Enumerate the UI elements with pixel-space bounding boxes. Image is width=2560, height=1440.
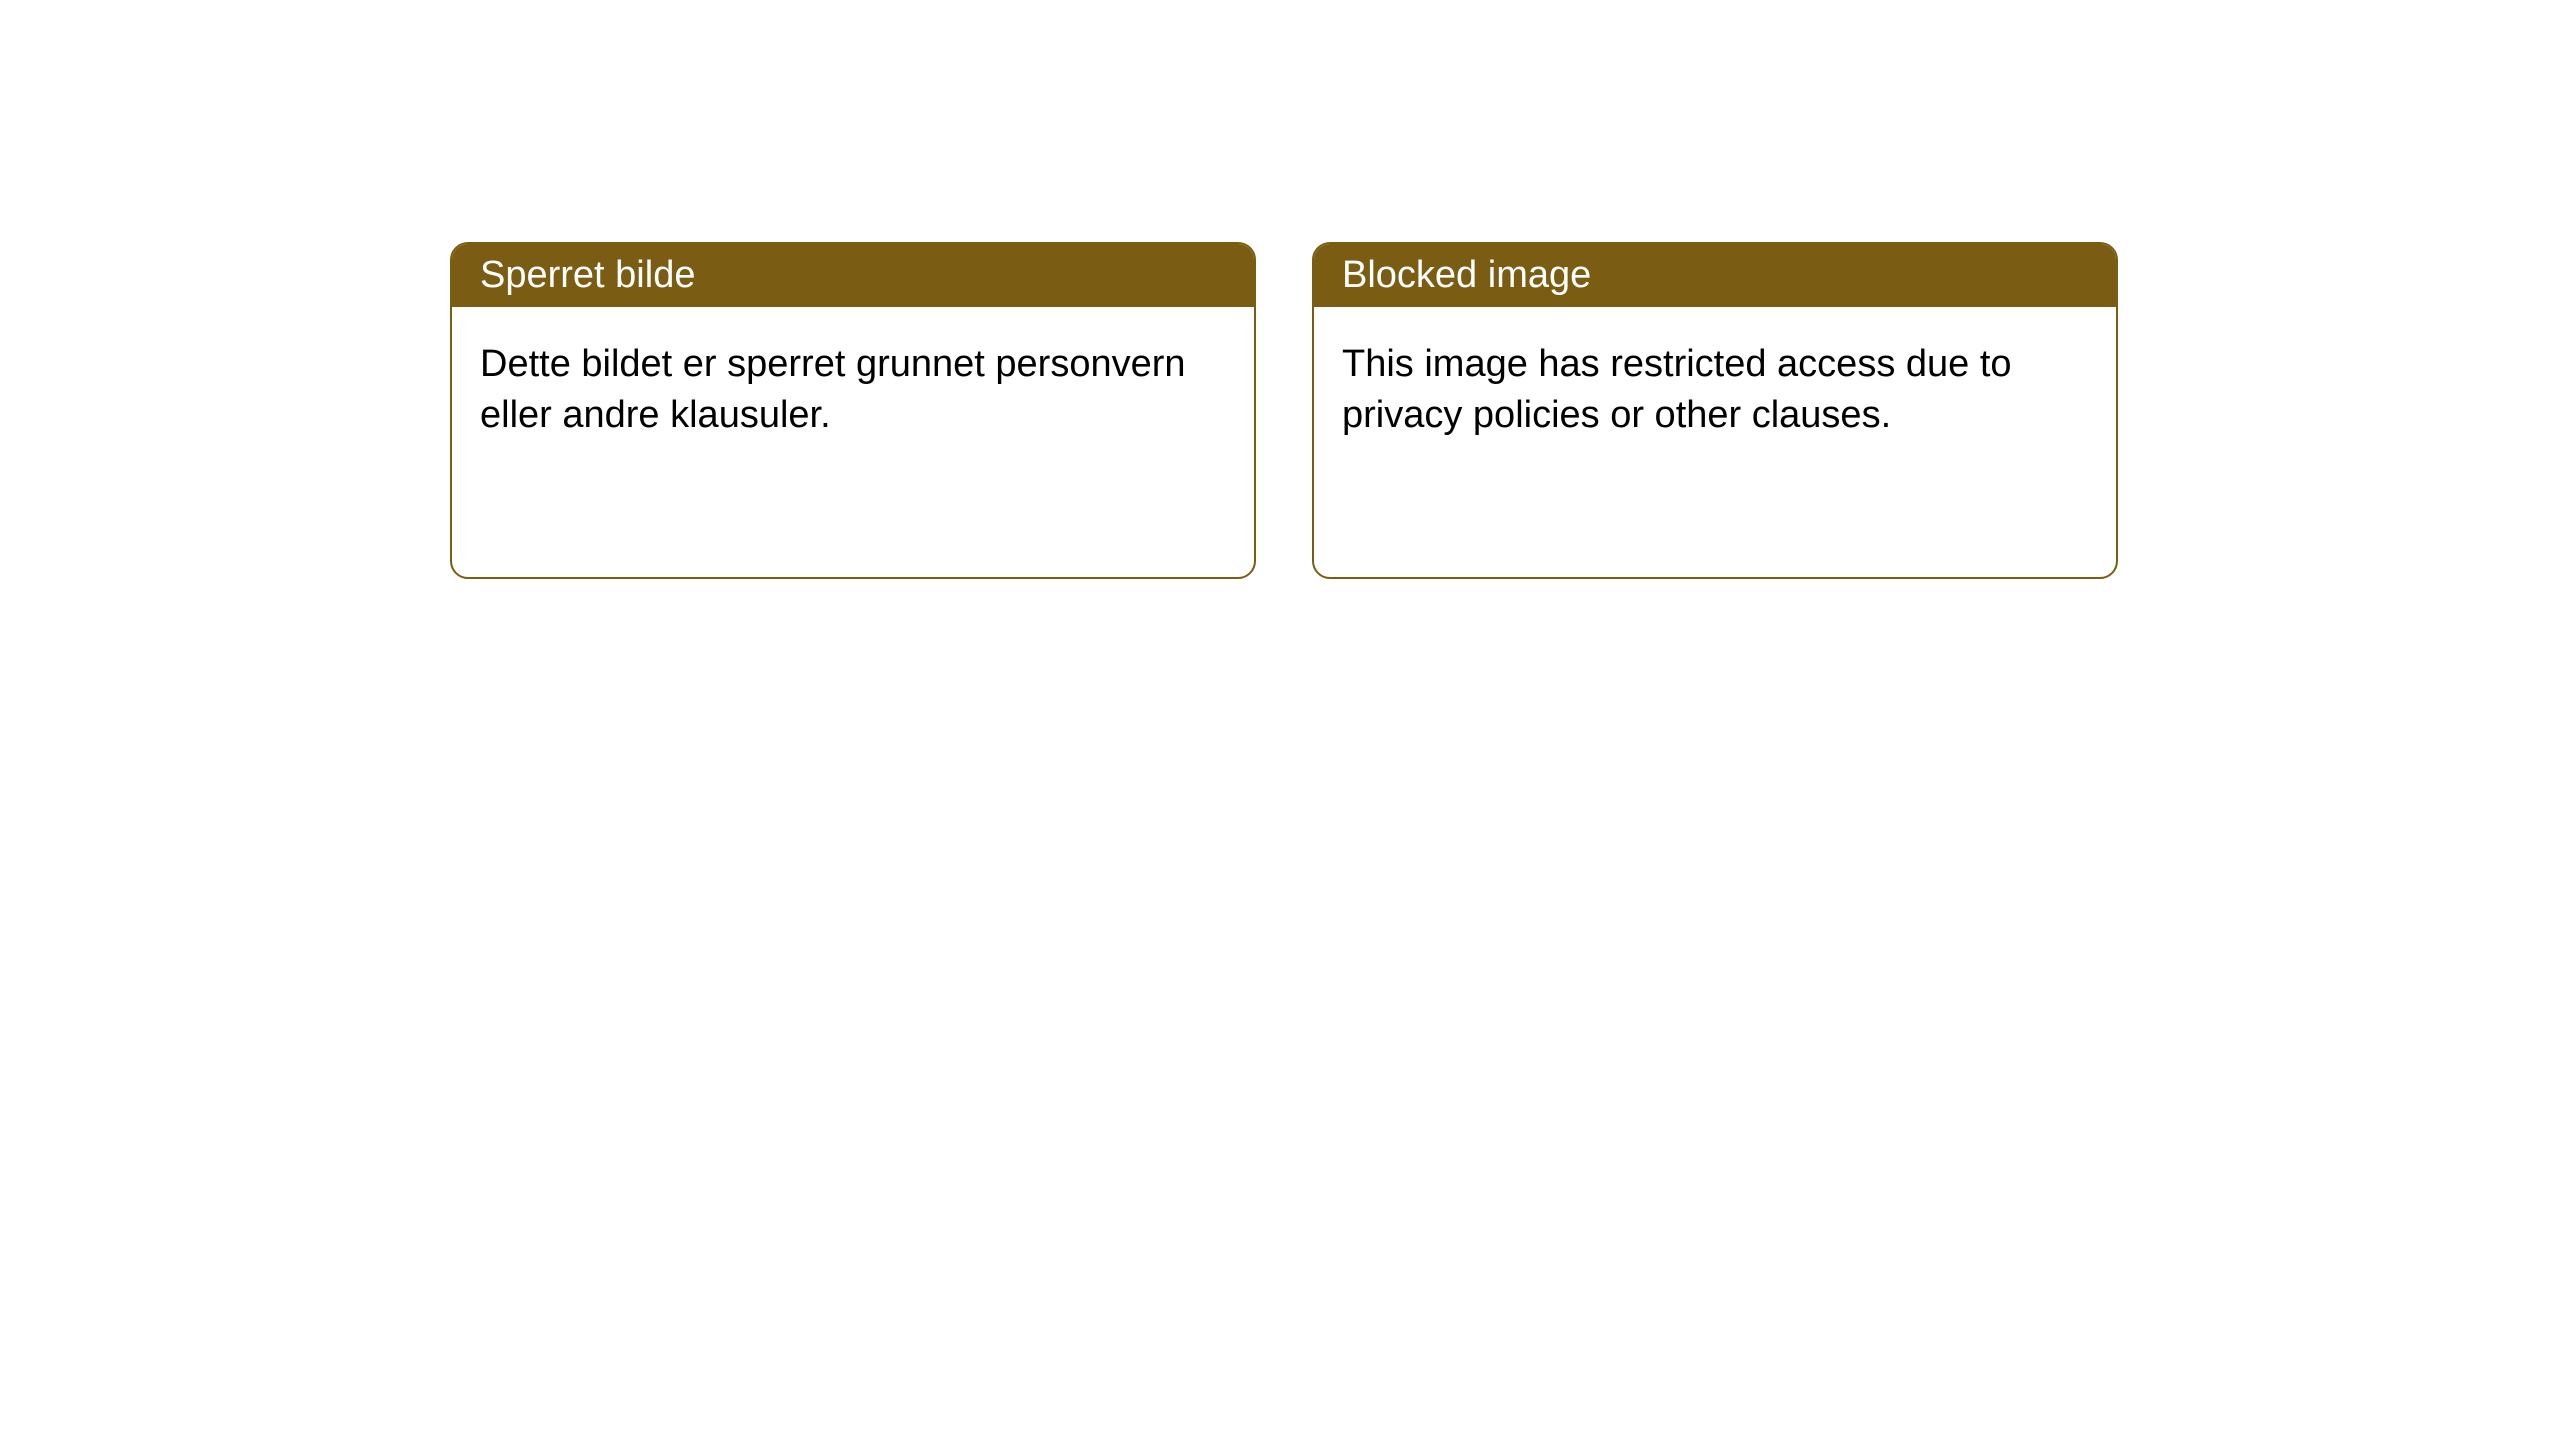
blocked-image-card-en: Blocked image This image has restricted …	[1312, 242, 2118, 579]
blocked-image-card-no: Sperret bilde Dette bildet er sperret gr…	[450, 242, 1256, 579]
card-title-en: Blocked image	[1314, 244, 2116, 307]
card-body-en: This image has restricted access due to …	[1314, 307, 2116, 474]
card-body-no: Dette bildet er sperret grunnet personve…	[452, 307, 1254, 474]
card-title-no: Sperret bilde	[452, 244, 1254, 307]
cards-container: Sperret bilde Dette bildet er sperret gr…	[0, 0, 2560, 579]
